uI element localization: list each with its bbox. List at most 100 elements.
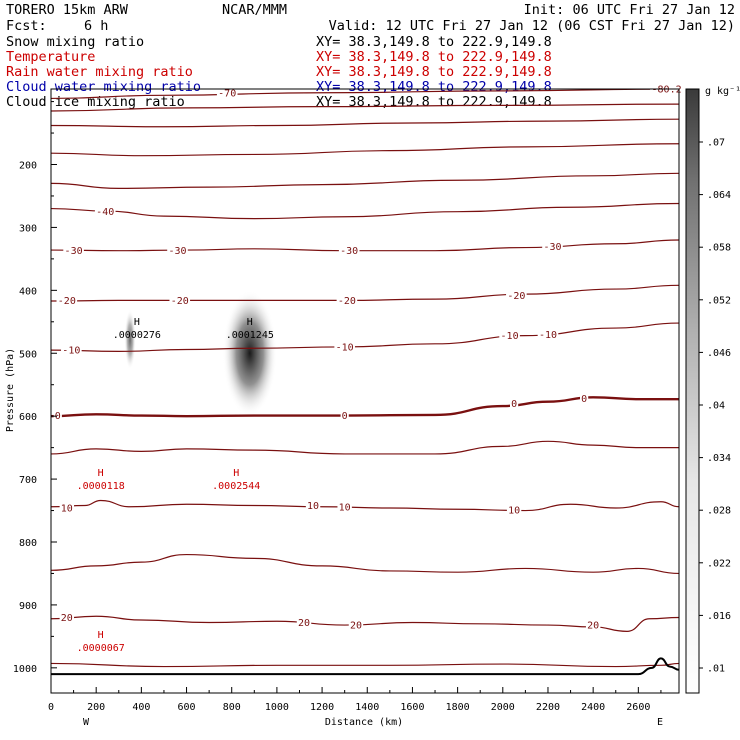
x-tick-label: 800: [223, 702, 241, 713]
colorbar-tick-label: .016: [707, 611, 731, 622]
fcst-label: Fcst:: [6, 18, 47, 34]
label-bg: [59, 502, 75, 514]
colorbar-tick-label: .07: [707, 138, 725, 149]
colorbar-tick-label: .022: [707, 558, 731, 569]
isotherm-line: [51, 118, 679, 128]
isotherm-label: -30: [340, 246, 358, 257]
label-bg: [340, 409, 349, 421]
x-tick-label: 1000: [265, 702, 289, 713]
x-tick-label: 2200: [536, 702, 560, 713]
isotherm-label: 10: [307, 501, 319, 512]
isotherm-line: [51, 499, 679, 512]
isotherm-line: [51, 89, 679, 100]
isotherm-line: [51, 553, 679, 575]
x-axis-label: Distance (km): [325, 717, 403, 728]
x-tick-label: 0: [48, 702, 54, 713]
west-label: W: [83, 717, 90, 728]
x-axis: 0 200 400 600 800 1000 1200 1400 1600 1800 2000 220…: [48, 687, 662, 713]
east-label: E: [657, 717, 663, 728]
colorbar-tick-label: .034: [707, 453, 731, 464]
colorbar-tick-label: .028: [707, 506, 731, 517]
max-value: .0001245: [226, 330, 274, 341]
max-h-marker: H: [233, 468, 239, 479]
colorbar-ramp: [685, 88, 700, 694]
colorbar-tick-label: .058: [707, 243, 731, 254]
x-tick-label: 1200: [310, 702, 334, 713]
label-bg: [334, 340, 355, 352]
isotherm-label: -20: [338, 296, 356, 307]
isotherm-label: 20: [298, 618, 310, 629]
isotherm-label: -70: [218, 88, 236, 99]
x-tick-label: 1400: [355, 702, 379, 713]
label-bg: [336, 294, 358, 306]
isotherm-label: -80.2: [652, 85, 682, 96]
max-value: .0000276: [113, 330, 161, 341]
contour-labels: -80.2 -70 -40 -30 -30 -30 -30 -20 -20 -20 -20 -10 -1…: [53, 83, 684, 632]
max-h-marker: H: [247, 317, 253, 328]
label-bg: [348, 619, 364, 631]
isotherm-line: [51, 284, 679, 302]
isotherm-label: 0: [581, 394, 587, 405]
label-bg: [63, 244, 84, 256]
field-legend: Snow mixing ratio XY= 38.3,149.8 to 222.9…: [6, 34, 552, 110]
header: TORERO 15km ARW NCAR/MMM Init: 06 UTC Fr…: [6, 2, 735, 34]
label-bg: [338, 244, 360, 256]
label-bg: [94, 205, 116, 217]
colorbar-tick-label: .01: [707, 664, 725, 675]
label-bg: [499, 329, 520, 341]
isotherm-label: -20: [171, 296, 189, 307]
y-tick-label: 1000: [13, 664, 37, 675]
x-tick-label: 2400: [581, 702, 605, 713]
y-axis-label: Pressure (hPa): [5, 348, 16, 432]
colorbar-ticks: .01 .016 .022 .028 .034 .04 .046 .052 .058 .064 .0…: [699, 138, 731, 675]
y-tick-label: 300: [19, 223, 37, 234]
y-tick-label: 900: [19, 601, 37, 612]
y-tick-label: 800: [19, 538, 37, 549]
label-bg: [305, 499, 321, 511]
isotherm-label: 20: [587, 621, 599, 632]
isotherm-label: 10: [61, 504, 73, 515]
field-name: Snow mixing ratio: [6, 34, 144, 50]
isotherm-label: -20: [58, 296, 76, 307]
isotherm-label: 0: [55, 411, 61, 422]
label-bg: [509, 397, 519, 409]
isotherm-label: -10: [336, 342, 354, 353]
label-bg: [580, 392, 589, 404]
org-title: NCAR/MMM: [222, 2, 287, 18]
isotherm-label: 10: [339, 502, 351, 513]
field-xy: XY= 38.3,149.8 to 222.9,149.8: [316, 94, 552, 110]
field-xy: XY= 38.3,149.8 to 222.9,149.8: [316, 64, 552, 80]
field-name: Cloud water mixing ratio: [6, 79, 201, 95]
label-bg: [537, 328, 559, 340]
label-bg: [167, 244, 188, 256]
snow-shading: [124, 290, 277, 417]
x-tick-label: 1600: [400, 702, 424, 713]
valid-time: Valid: 12 UTC Fri 27 Jan 12 (06 CST Fri …: [329, 18, 735, 34]
field-name: Temperature: [6, 49, 95, 65]
colorbar-unit: g kg⁻¹: [705, 86, 740, 97]
x-tick-label: 1800: [446, 702, 470, 713]
isotherm-line: [51, 396, 679, 418]
max-value: .0000118: [77, 481, 125, 492]
isotherm-line: [51, 662, 679, 668]
y-tick-label: 500: [19, 349, 37, 360]
label-bg: [506, 503, 522, 515]
label-bg: [53, 409, 62, 421]
y-axis: 200 300 400 500 600 700 800 900 1000: [13, 101, 57, 675]
label-bg: [585, 619, 601, 631]
colorbar: g kg⁻¹ .01 .016 .022 .028 .034 .04 .046 .052 .05…: [685, 86, 740, 694]
label-bg: [296, 616, 312, 628]
isotherm-label: -40: [96, 207, 114, 218]
x-tick-label: 600: [178, 702, 196, 713]
y-tick-label: 400: [19, 286, 37, 297]
model-title: TORERO 15km ARW: [6, 2, 129, 18]
isotherm-line: [51, 202, 679, 220]
y-tick-label: 700: [19, 475, 37, 486]
fcst-value: 6 h: [84, 18, 108, 34]
colorbar-tick-label: .052: [707, 295, 731, 306]
label-bg: [216, 86, 238, 98]
max-h-marker: H: [98, 468, 104, 479]
x-tick-label: 2000: [491, 702, 515, 713]
x-tick-label: 2600: [626, 702, 650, 713]
isotherm-label: 20: [350, 621, 362, 632]
